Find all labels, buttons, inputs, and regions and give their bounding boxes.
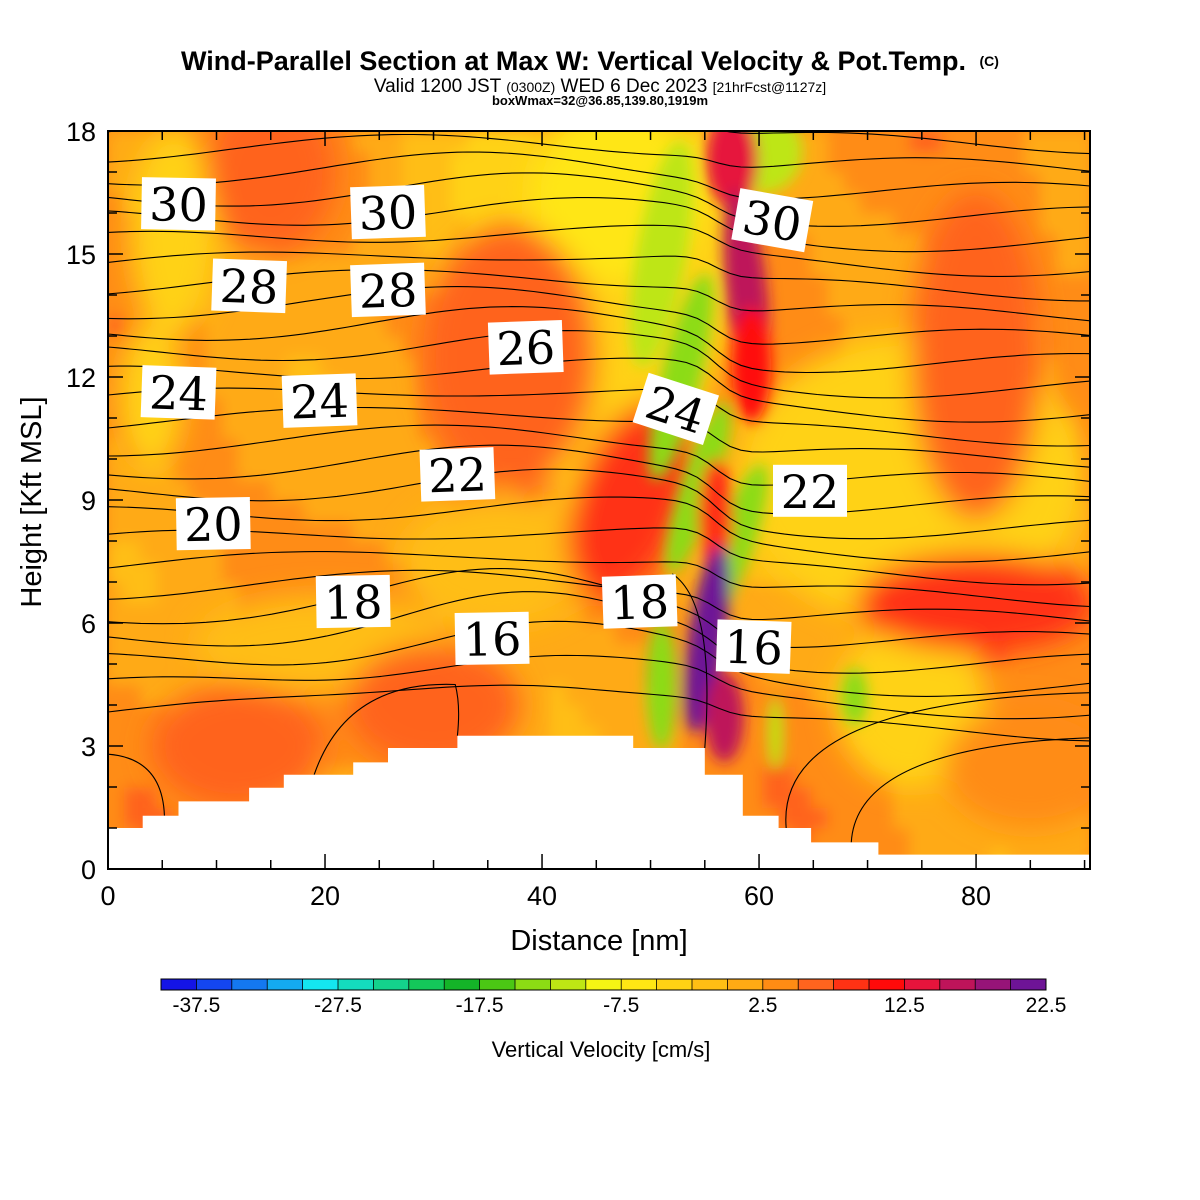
chart-title: Wind-Parallel Section at Max W: Vertical…: [181, 46, 999, 76]
chart-title-text: Wind-Parallel Section at Max W: Vertical…: [181, 46, 966, 76]
isentrope-label: 22: [773, 464, 847, 519]
colorbar-swatch: [692, 979, 728, 990]
colorbar-swatch: [161, 979, 197, 990]
isentrope-label-text: 18: [323, 575, 382, 630]
isentrope-label: 30: [350, 184, 426, 241]
colorbar: -37.5 -27.5 -17.5 -7.5 2.5 12.5 22.5: [160, 978, 1067, 1017]
isentrope-label: 22: [419, 447, 496, 503]
terrain-mask: [108, 735, 1090, 869]
isentrope-label-text: 30: [739, 190, 806, 253]
colorbar-swatch: [373, 979, 410, 990]
isentrope-label-text: 22: [427, 447, 487, 503]
isentrope-label: 18: [315, 574, 391, 630]
isentrope-label-text: 24: [289, 374, 349, 430]
isentrope-label: 20: [175, 496, 251, 552]
colorbar-swatch: [869, 979, 905, 990]
colorbar-tick-label: 22.5: [1026, 994, 1067, 1017]
colorbar-swatch: [656, 979, 693, 990]
box-max-info: boxWmax=32@36.85,139.80,1919m: [492, 93, 708, 108]
colorbar-swatch: [267, 979, 303, 990]
isentrope-label-text: 20: [184, 497, 243, 552]
colorbar-swatch: [939, 979, 976, 990]
isentrope-label-text: 16: [462, 612, 521, 667]
copyright-mark: (C): [980, 53, 999, 69]
colorbar-swatch: [1010, 979, 1047, 990]
isentrope-label: 30: [731, 188, 814, 253]
colorbar-swatch: [408, 979, 445, 990]
colorbar-swatch: [444, 979, 480, 990]
isentrope-label: 30: [141, 177, 216, 232]
colorbar-tick-label: -27.5: [314, 994, 362, 1017]
y-tick-label: 9: [81, 486, 96, 516]
y-tick-label: 18: [66, 117, 96, 147]
potential-temperature-contours: [108, 131, 1090, 843]
colorbar-swatch: [231, 979, 268, 990]
colorbar-swatch: [338, 979, 374, 990]
y-tick-label: 6: [81, 609, 96, 639]
y-tick-label: 15: [66, 240, 96, 270]
colorbar-label: Vertical Velocity [cm/s]: [492, 1037, 711, 1062]
isentrope-label-text: 26: [496, 320, 556, 376]
isentrope-label: 28: [211, 258, 288, 315]
colorbar-tick-label: 2.5: [748, 994, 777, 1017]
isentrope-label: 28: [350, 262, 426, 319]
axis-ticks: 0 20 40 60 80 0 3 6 9 12 15 18: [66, 117, 1090, 911]
plot-area: [108, 131, 1090, 869]
x-tick-label: 0: [100, 881, 115, 911]
colorbar-tick-label: -7.5: [603, 994, 639, 1017]
colorbar-tick-label: -37.5: [172, 994, 220, 1017]
colorbar-swatch: [302, 979, 339, 990]
isentrope-label-text: 28: [358, 263, 418, 319]
colorbar-swatch: [479, 979, 516, 990]
chart-subtitle: Valid 1200 JST (0300Z) WED 6 Dec 2023 [2…: [374, 76, 826, 97]
isentrope-label-text: 24: [148, 365, 208, 421]
x-tick-label: 20: [310, 881, 340, 911]
colorbar-swatch: [904, 979, 941, 990]
colorbar-swatch: [550, 979, 587, 990]
colorbar-tick-label: -17.5: [456, 994, 504, 1017]
isentrope-label-text: 30: [358, 185, 418, 241]
y-tick-label: 3: [81, 732, 96, 762]
y-tick-label: 0: [81, 855, 96, 885]
isentrope-label: 24: [140, 365, 217, 421]
colorbar-swatch: [621, 979, 657, 990]
isentrope-label: 26: [487, 320, 564, 376]
isentrope-label: 18: [601, 574, 678, 631]
colorbar-swatch: [833, 979, 870, 990]
x-tick-label: 40: [527, 881, 557, 911]
isentrope-label-text: 18: [610, 574, 670, 630]
isentrope-label: 24: [281, 373, 358, 430]
x-axis-label: Distance [nm]: [510, 925, 687, 957]
colorbar-swatch: [727, 979, 764, 990]
y-tick-label: 12: [66, 363, 96, 393]
colorbar-swatch: [585, 979, 622, 990]
isentrope-label-text: 22: [781, 465, 840, 519]
isentrope-label-text: 16: [723, 620, 783, 676]
isentrope-label: 16: [454, 611, 530, 667]
colorbar-swatch: [975, 979, 1011, 990]
colorbar-swatch: [798, 979, 834, 990]
colorbar-tick-label: 12.5: [884, 994, 925, 1017]
colorbar-swatch: [196, 979, 233, 990]
x-tick-label: 80: [961, 881, 991, 911]
x-tick-label: 60: [744, 881, 774, 911]
y-axis-label: Height [Kft MSL]: [16, 396, 48, 607]
isentrope-label: 16: [715, 619, 792, 676]
isentrope-label-text: 28: [219, 259, 279, 315]
isentrope-label-text: 30: [149, 177, 208, 232]
colorbar-swatch: [762, 979, 799, 990]
colorbar-swatch: [515, 979, 551, 990]
